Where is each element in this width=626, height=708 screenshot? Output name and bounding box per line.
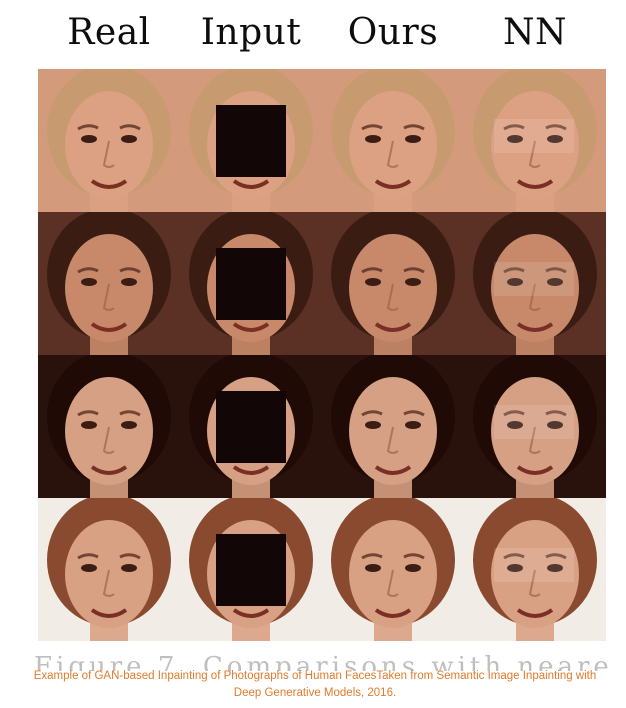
face-auburn-haired-woman-nn	[464, 498, 606, 641]
source-caption: Example of GAN-based Inpainting of Photo…	[33, 670, 597, 699]
figure-caption-ghost: Figure 7. Comparisons with nearest neigh…	[34, 655, 614, 671]
column-header-real: Real	[67, 12, 151, 53]
column-header-nn: NN	[503, 12, 567, 53]
face-dark-haired-woman-real	[38, 355, 180, 498]
face-auburn-haired-woman-ours	[322, 498, 464, 641]
face-photo	[38, 212, 180, 355]
inpainting-mask	[216, 248, 286, 320]
face-short-haired-man-nn	[464, 212, 606, 355]
face-dark-haired-woman-input	[180, 355, 322, 498]
caption-area	[0, 658, 626, 708]
inpainting-mask	[216, 105, 286, 177]
face-photo	[322, 355, 464, 498]
inpainting-mask	[216, 534, 286, 606]
face-short-haired-man-ours	[322, 212, 464, 355]
column-headers: Real Input Ours NN	[38, 0, 606, 66]
face-blonde-woman-real	[38, 69, 180, 212]
inpainting-image-grid	[38, 69, 606, 641]
face-photo	[38, 355, 180, 498]
face-short-haired-man-input	[180, 212, 322, 355]
face-photo	[464, 69, 606, 212]
face-blonde-woman-nn	[464, 69, 606, 212]
face-auburn-haired-woman-real	[38, 498, 180, 641]
face-dark-haired-woman-nn	[464, 355, 606, 498]
face-dark-haired-woman-ours	[322, 355, 464, 498]
face-photo	[322, 498, 464, 641]
face-photo	[464, 212, 606, 355]
column-header-ours: Ours	[347, 12, 439, 53]
face-photo	[38, 498, 180, 641]
column-header-input: Input	[200, 12, 302, 53]
face-short-haired-man-real	[38, 212, 180, 355]
face-photo	[38, 69, 180, 212]
face-photo	[464, 355, 606, 498]
face-blonde-woman-input	[180, 69, 322, 212]
face-photo	[322, 212, 464, 355]
face-blonde-woman-ours	[322, 69, 464, 212]
face-photo	[464, 498, 606, 641]
face-photo	[322, 69, 464, 212]
inpainting-mask	[216, 391, 286, 463]
face-auburn-haired-woman-input	[180, 498, 322, 641]
